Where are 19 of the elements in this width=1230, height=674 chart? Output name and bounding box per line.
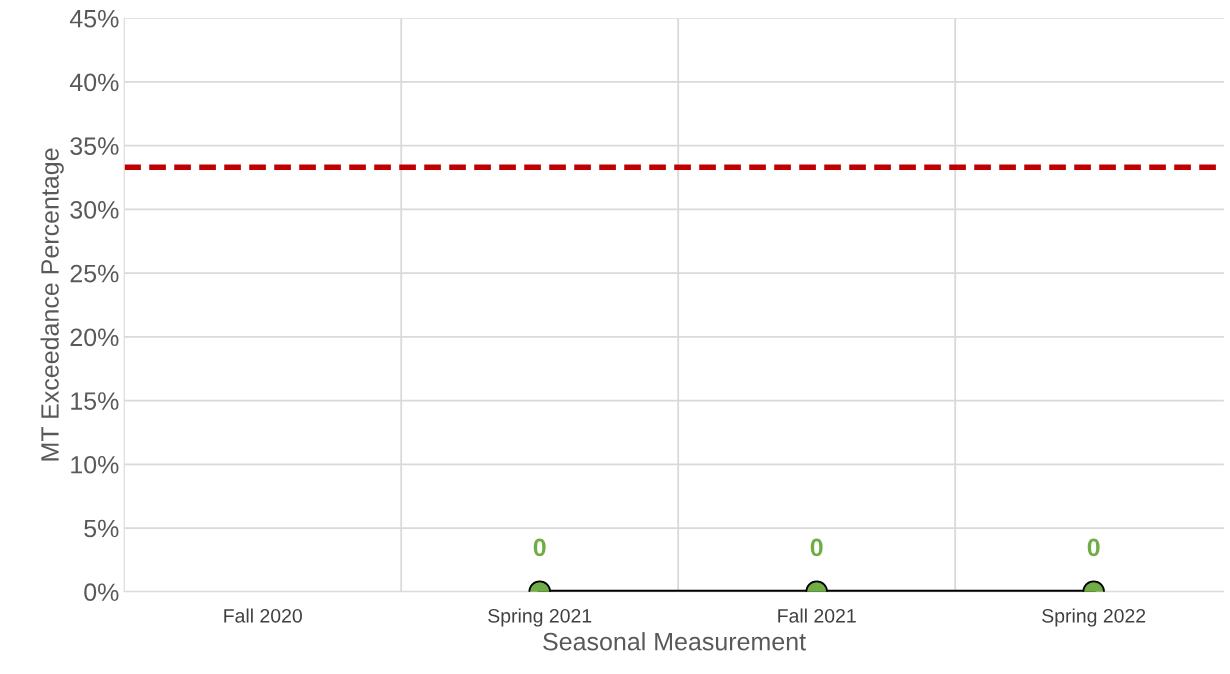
y-tick-label: 10%: [71, 455, 119, 474]
y-axis-title: MT Exceedance Percentage: [40, 148, 64, 461]
x-axis-title: Seasonal Measurement: [543, 632, 806, 651]
data-label: 0: [533, 538, 546, 557]
data-label: 0: [1087, 538, 1100, 557]
x-tick-label: Spring 2022: [1042, 608, 1146, 627]
y-tick-label: 0%: [84, 583, 119, 602]
y-tick-label: 5%: [84, 519, 119, 538]
x-tick-label: Spring 2021: [488, 608, 592, 627]
y-tick-label: 15%: [71, 392, 119, 410]
x-tick-label: Fall 2020: [224, 608, 302, 623]
y-tick-label: 25%: [70, 264, 119, 283]
y-tick-label: 30%: [70, 200, 119, 219]
y-tick-label: 45%: [69, 9, 119, 28]
y-tick-label: 20%: [70, 328, 119, 347]
x-tick-label: Fall 2021: [778, 608, 856, 623]
y-tick-label: 35%: [70, 137, 119, 155]
y-tick-label: 40%: [69, 73, 119, 92]
data-label: 0: [810, 538, 823, 557]
